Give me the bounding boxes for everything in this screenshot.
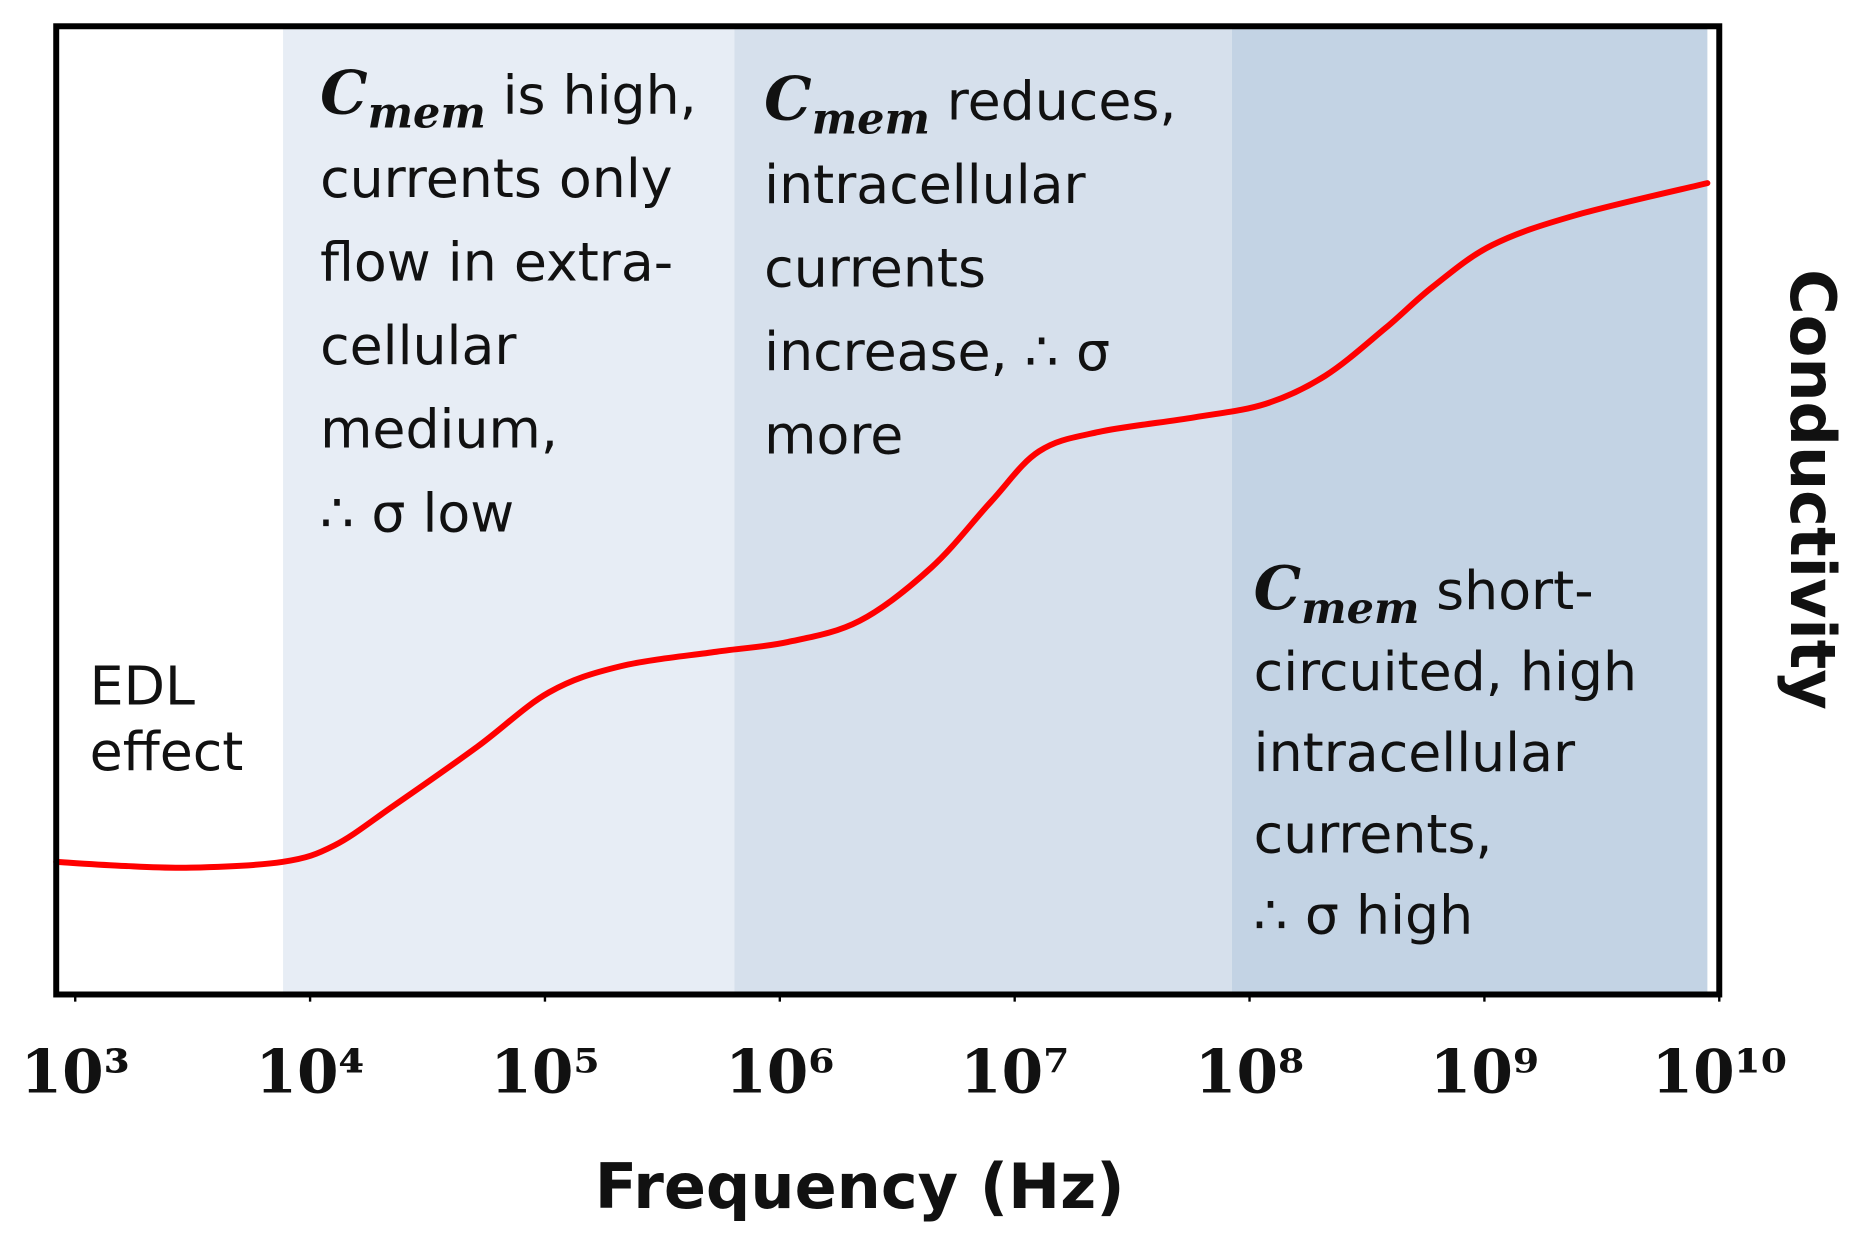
annotation-text: is high, (503, 63, 697, 126)
conductivity-line (53, 180, 1711, 871)
x-tick-label: 10⁵ (490, 1037, 599, 1107)
annotation-symbol: C (320, 58, 368, 128)
annotation-line: flow in extra- (320, 231, 673, 294)
annotation-line: Cmem short- (1254, 554, 1594, 634)
annotation-subscript: mem (812, 95, 930, 145)
x-tick-label: 10⁶ (725, 1037, 834, 1107)
annotation-line: Cmem is high, (320, 58, 697, 138)
annotation-line: circuited, high (1254, 640, 1637, 703)
annotation-line: ∴ σ low (320, 481, 514, 544)
x-tick-label: 10³ (21, 1037, 130, 1107)
annotation-line: medium, (320, 398, 558, 461)
x-tick-label: 10⁷ (960, 1037, 1069, 1107)
annotation-line: currents only (320, 147, 672, 210)
annotation-line: currents, (1254, 802, 1493, 865)
x-tick-label: 10⁸ (1195, 1037, 1304, 1107)
x-axis-label: Frequency (Hz) (595, 1150, 1125, 1223)
annotation-line: cellular (320, 314, 517, 377)
annotation-line: EDL (90, 654, 195, 717)
annotation-line: ∴ σ high (1254, 884, 1473, 947)
annotation-line: increase, ∴ σ (764, 320, 1110, 383)
annotation-line: intracellular (1254, 721, 1576, 784)
x-tick-label: 10⁹ (1430, 1037, 1539, 1107)
annotation-symbol: C (1254, 554, 1302, 624)
annotation-line: effect (90, 720, 244, 783)
annotation-line: Cmem reduces, (764, 64, 1176, 144)
annotation-symbol: C (764, 64, 812, 134)
annotation-subscript: mem (1301, 584, 1419, 634)
annotation-line: currents (764, 237, 986, 300)
region (1231, 26, 1708, 995)
annotation-line: intracellular (764, 153, 1086, 216)
x-tick-label: 10¹⁰ (1652, 1037, 1787, 1107)
annotation-text: short- (1436, 559, 1593, 622)
x-tick-label: 10⁴ (255, 1037, 364, 1107)
annotation-line: more (764, 404, 903, 467)
annotation-text: reduces, (947, 69, 1177, 132)
y-axis-label: Conductivity (1776, 269, 1849, 710)
plot-frame (53, 23, 1723, 998)
annotation-subscript: mem (368, 89, 486, 139)
